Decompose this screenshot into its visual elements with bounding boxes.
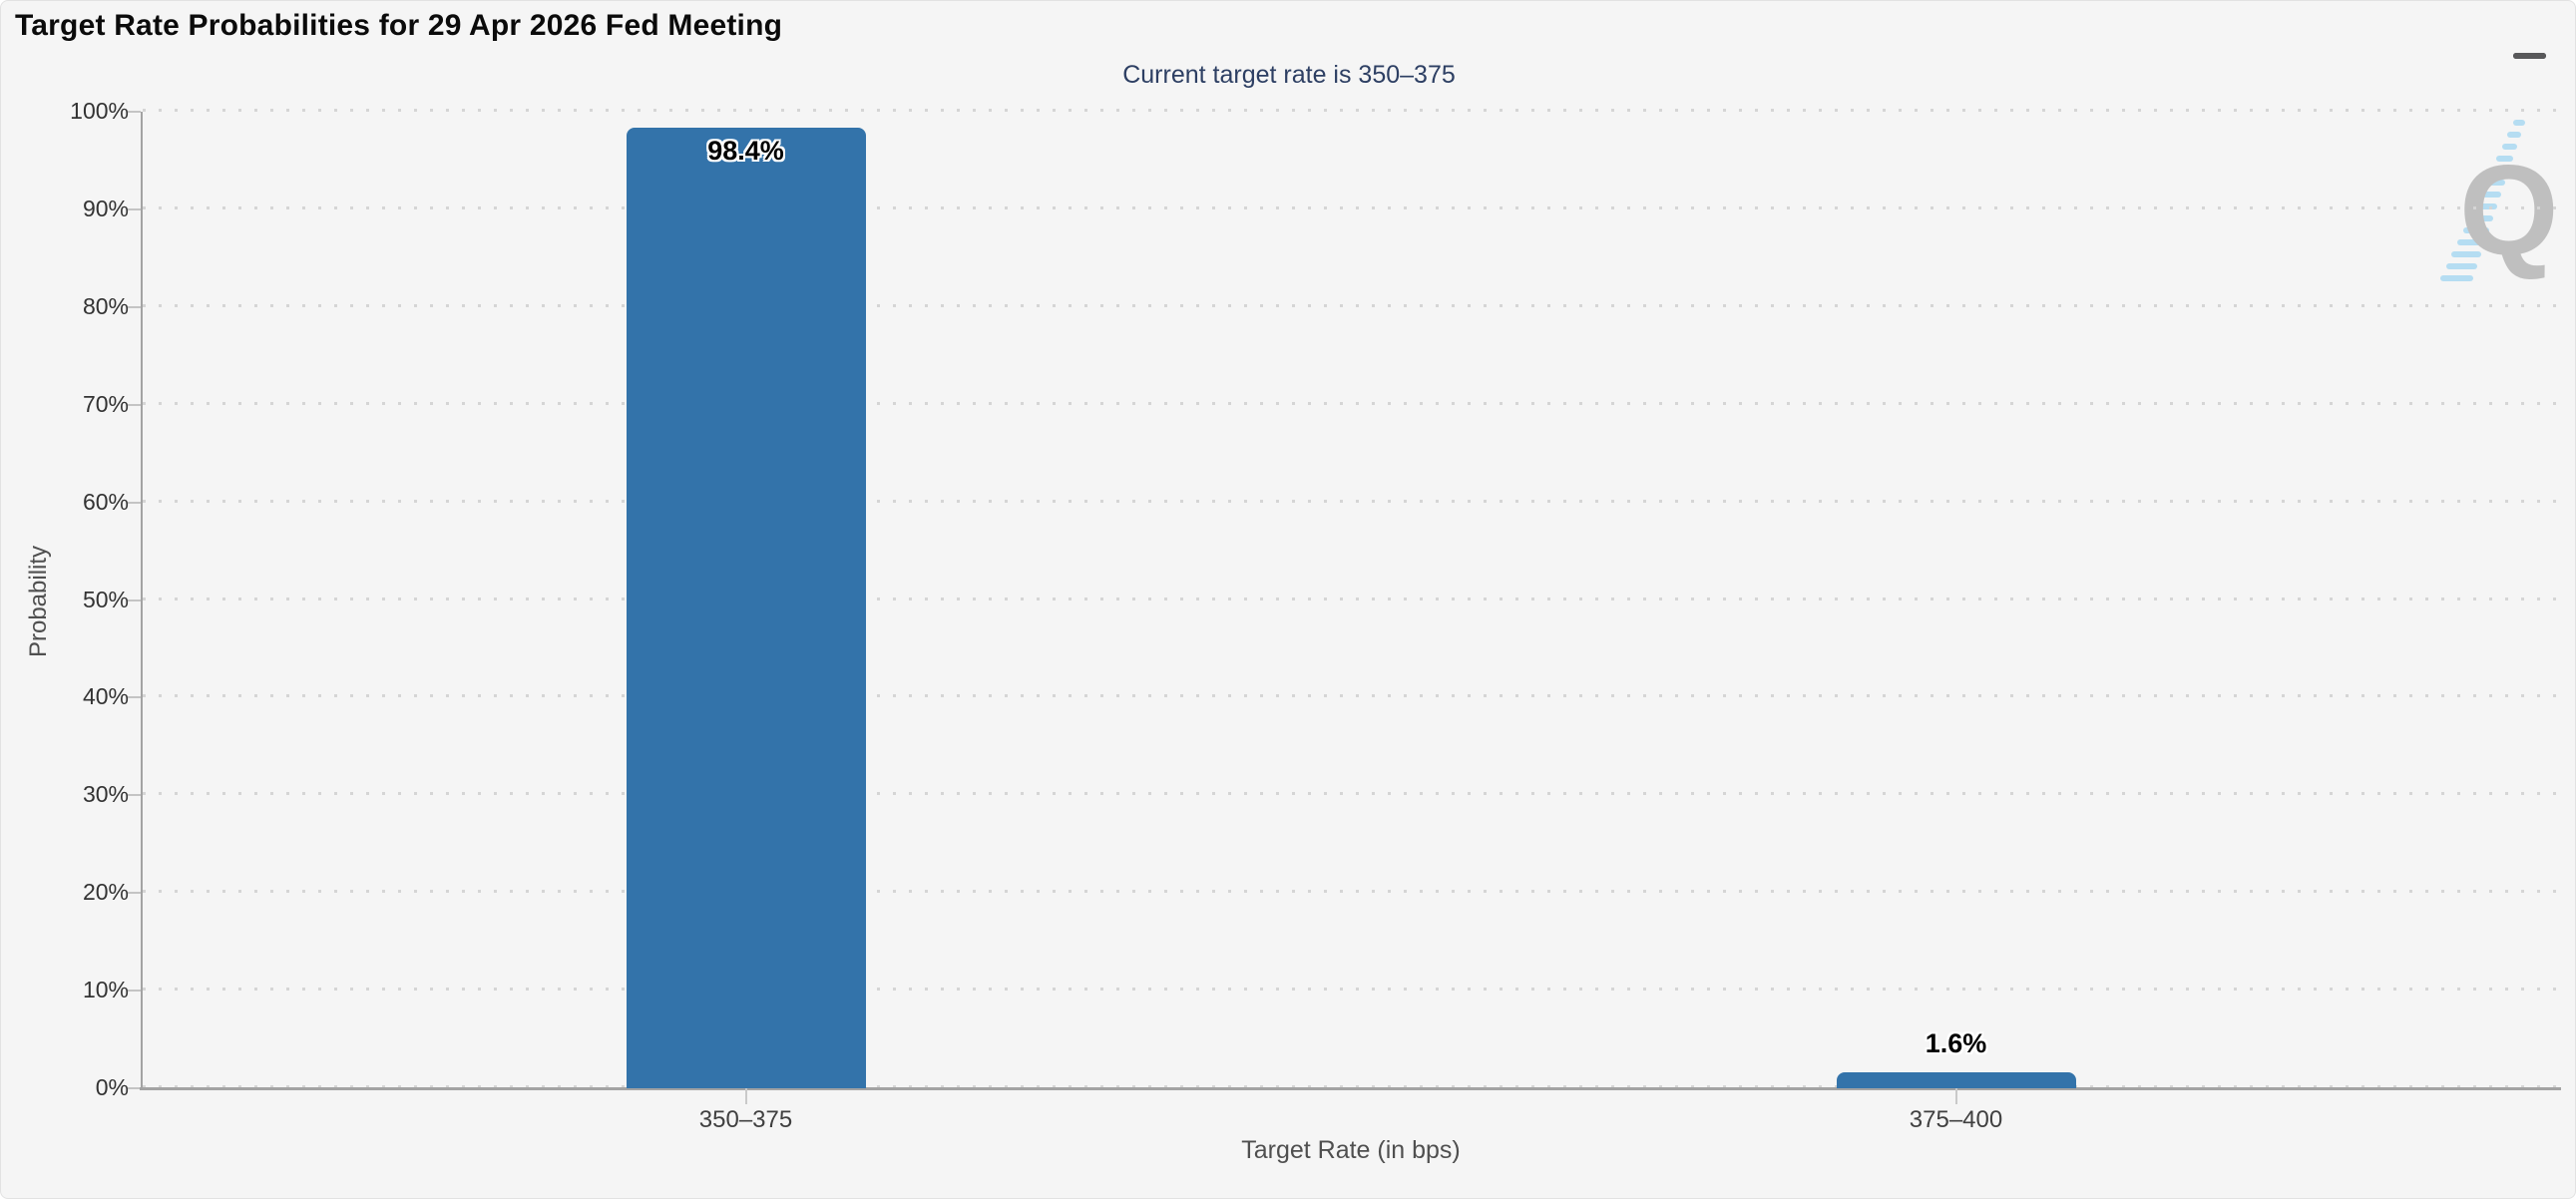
x-tick-mark-350–375 bbox=[744, 1088, 747, 1104]
logo-stripe bbox=[2501, 144, 2517, 150]
y-tick-label-60: 60% bbox=[82, 488, 129, 515]
x-axis-line bbox=[140, 1087, 2561, 1090]
y-tick-mark-50 bbox=[128, 599, 141, 601]
gridline-80 bbox=[143, 303, 2561, 307]
chart-context-menu-button[interactable] bbox=[2513, 25, 2553, 59]
y-axis-line bbox=[141, 112, 143, 1088]
y-tick-mark-70 bbox=[128, 403, 141, 406]
y-tick-label-90: 90% bbox=[82, 195, 129, 221]
logo-stripe bbox=[2513, 120, 2525, 126]
gridline-10 bbox=[143, 988, 2561, 992]
logo-stripe bbox=[2507, 132, 2521, 138]
gridline-70 bbox=[143, 401, 2561, 405]
y-tick-label-0: 0% bbox=[95, 1074, 129, 1100]
y-tick-mark-30 bbox=[128, 794, 141, 797]
bar-value-label-375–400: 1.6% bbox=[1925, 1028, 1987, 1058]
y-tick-mark-60 bbox=[128, 501, 141, 504]
y-tick-label-30: 30% bbox=[82, 781, 129, 808]
logo-stripe bbox=[2445, 263, 2477, 269]
y-tick-label-50: 50% bbox=[82, 586, 129, 612]
logo-stripe bbox=[2462, 227, 2489, 233]
y-tick-label-20: 20% bbox=[82, 879, 129, 906]
gridline-50 bbox=[143, 597, 2561, 600]
logo-stripe bbox=[2451, 251, 2481, 257]
bar-350–375[interactable] bbox=[626, 128, 866, 1088]
gridline-60 bbox=[143, 499, 2561, 503]
y-tick-mark-0 bbox=[128, 1087, 141, 1089]
logo-stripe bbox=[2440, 275, 2473, 281]
y-tick-mark-100 bbox=[128, 111, 141, 113]
x-axis-title: Target Rate (in bps) bbox=[1241, 1136, 1461, 1164]
y-tick-mark-40 bbox=[128, 696, 141, 699]
logo-stripe bbox=[2490, 168, 2509, 174]
x-tick-mark-375–400 bbox=[1954, 1088, 1957, 1104]
logo-stripe bbox=[2468, 215, 2493, 221]
y-tick-mark-10 bbox=[128, 990, 141, 993]
logo-stripe bbox=[2496, 156, 2513, 162]
x-tick-label-350–375: 350–375 bbox=[698, 1106, 793, 1133]
logo-stripe bbox=[2479, 192, 2501, 198]
y-tick-label-10: 10% bbox=[82, 977, 129, 1003]
gridline-40 bbox=[143, 694, 2561, 698]
bar-375–400[interactable] bbox=[1836, 1072, 2076, 1088]
gridline-90 bbox=[143, 205, 2561, 209]
y-tick-label-70: 70% bbox=[82, 390, 129, 417]
gridline-0 bbox=[143, 1085, 2561, 1088]
y-tick-mark-20 bbox=[128, 892, 141, 895]
logo-stripe bbox=[2457, 239, 2485, 245]
logo-q-letter: Q bbox=[2459, 140, 2559, 282]
gridline-100 bbox=[143, 109, 2561, 112]
logo-stripe bbox=[2485, 180, 2505, 186]
y-tick-label-100: 100% bbox=[70, 98, 129, 124]
chart-subtitle: Current target rate is 350–375 bbox=[1122, 61, 1456, 89]
y-axis-title: Probability bbox=[25, 545, 52, 658]
y-tick-label-40: 40% bbox=[82, 683, 129, 710]
y-tick-mark-80 bbox=[128, 305, 141, 308]
x-tick-label-375–400: 375–400 bbox=[1909, 1106, 2003, 1133]
chart-title: Target Rate Probabilities for 29 Apr 202… bbox=[15, 9, 783, 42]
gridline-20 bbox=[143, 890, 2561, 894]
gridline-30 bbox=[143, 792, 2561, 796]
bar-value-label-350–375: 98.4% bbox=[707, 136, 784, 166]
plot-area: Q 0% 10% 20% 30% 40% 50% 60% 70% 80% 90% 100% 98.4… bbox=[70, 100, 2561, 1133]
y-tick-label-80: 80% bbox=[82, 292, 129, 319]
y-tick-mark-90 bbox=[128, 207, 141, 210]
